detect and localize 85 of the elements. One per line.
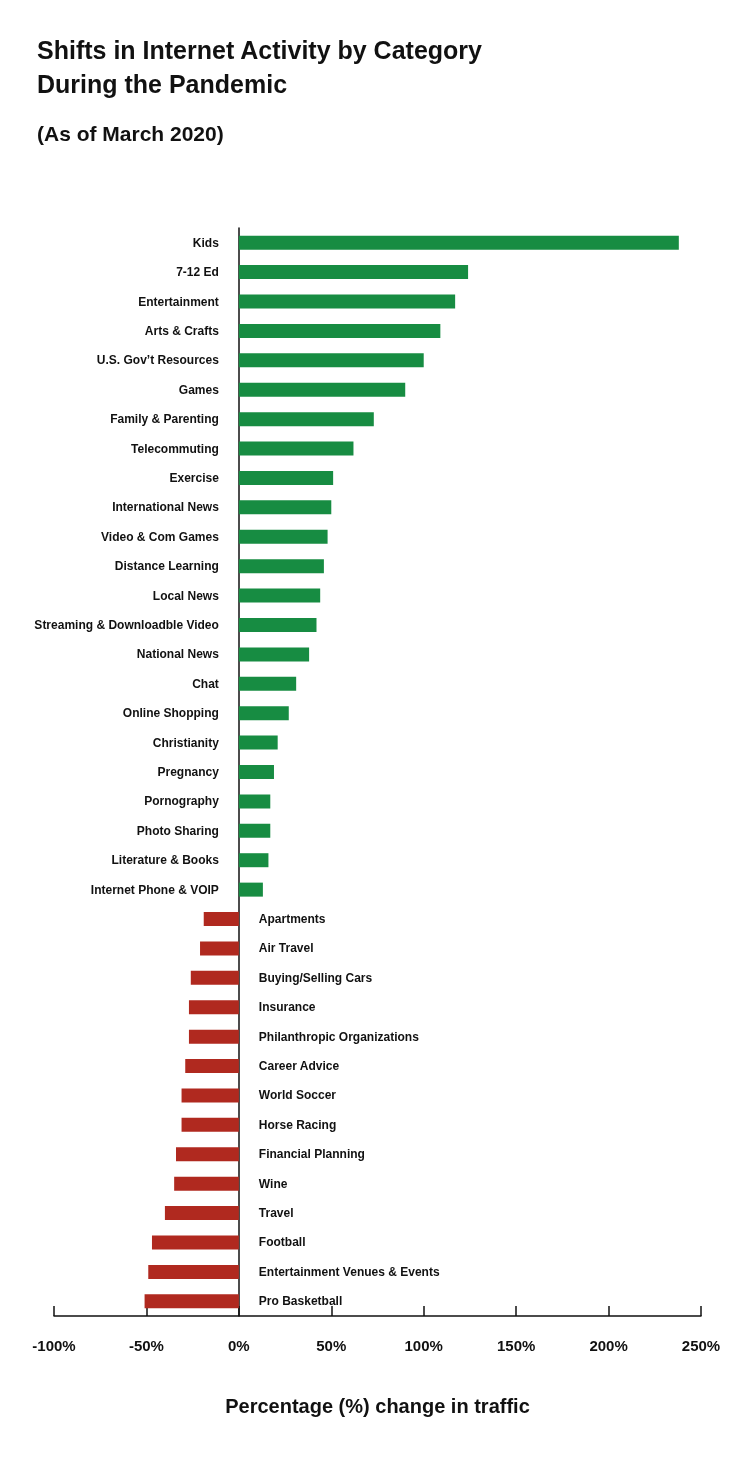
bar xyxy=(238,559,324,574)
y-tick-label: 7-12 Ed xyxy=(176,265,219,280)
y-tick-label: Telecommuting xyxy=(131,441,219,456)
y-tick-label: Distance Learning xyxy=(114,559,219,574)
x-tick-label: 0% xyxy=(228,1337,250,1354)
y-tick-label: Arts & Crafts xyxy=(144,323,220,338)
bar xyxy=(238,706,289,721)
bar xyxy=(176,1147,239,1162)
bar xyxy=(238,353,424,368)
x-tick-label: -100% xyxy=(32,1337,76,1354)
y-tick-label: Games xyxy=(178,382,220,397)
y-tick-label: World Soccer xyxy=(258,1088,337,1103)
chart-title: Shifts in Internet Activity by Category During the Pandemic xyxy=(37,36,489,98)
y-tick-label: Local News xyxy=(152,588,220,603)
bar xyxy=(238,529,328,544)
x-tick-label: 150% xyxy=(496,1337,536,1354)
y-tick-label: Pornography xyxy=(144,794,220,809)
x-tick-label: 100% xyxy=(404,1337,443,1354)
bar xyxy=(238,735,278,750)
bar xyxy=(238,500,332,515)
y-tick-label: International News xyxy=(112,500,220,515)
x-tick-label: 200% xyxy=(589,1337,628,1354)
y-tick-label: Travel xyxy=(258,1206,294,1221)
y-tick-label: Literature & Books xyxy=(111,853,220,868)
x-tick-label: 50% xyxy=(316,1337,347,1354)
bar xyxy=(148,1264,239,1279)
bar xyxy=(238,441,354,456)
bar xyxy=(188,1029,239,1044)
y-tick-label: Apartments xyxy=(258,912,326,927)
y-tick-label: Insurance xyxy=(258,1000,316,1015)
y-tick-label: Philanthropic Organizations xyxy=(258,1029,420,1044)
y-tick-label: Online Shopping xyxy=(122,706,219,721)
bar xyxy=(203,912,239,927)
bar xyxy=(238,412,374,427)
y-tick-label: Wine xyxy=(258,1176,288,1191)
x-axis-title: Percentage (%) change in traffic xyxy=(225,1395,530,1417)
bar xyxy=(181,1088,239,1103)
bar xyxy=(238,470,334,485)
bar xyxy=(238,647,310,662)
bar xyxy=(200,941,239,956)
bar xyxy=(190,970,239,985)
bar xyxy=(238,382,406,397)
bar xyxy=(164,1206,239,1221)
y-tick-label: Horse Racing xyxy=(258,1117,337,1132)
bar xyxy=(238,235,679,250)
bar xyxy=(238,617,317,632)
bar xyxy=(238,882,263,897)
bar xyxy=(238,323,441,338)
y-tick-label: Internet Phone & VOIP xyxy=(90,882,219,897)
bar xyxy=(238,265,469,280)
y-tick-label: National News xyxy=(136,647,220,662)
y-tick-label: Chat xyxy=(192,676,219,691)
bar xyxy=(238,588,321,603)
y-tick-label: Family & Parenting xyxy=(110,412,219,427)
x-tick-label: 250% xyxy=(681,1337,721,1354)
chart-subtitle: (As of March 2020) xyxy=(37,122,224,145)
x-tick-label: -50% xyxy=(128,1337,164,1354)
y-tick-label: U.S. Gov’t Resources xyxy=(96,353,220,368)
bar xyxy=(188,1000,239,1015)
y-tick-label: Pro Basketball xyxy=(258,1294,343,1309)
bar xyxy=(185,1059,239,1074)
bar xyxy=(238,765,274,779)
bar xyxy=(181,1117,239,1132)
bar xyxy=(238,294,456,309)
y-tick-label: Streaming & Downloadble Video xyxy=(34,617,219,632)
y-tick-label: Buying/Selling Cars xyxy=(258,970,373,985)
bar xyxy=(238,794,271,809)
y-tick-label: Kids xyxy=(192,235,220,250)
y-tick-label: Photo Sharing xyxy=(136,823,219,838)
y-tick-label: Pregnancy xyxy=(157,765,220,779)
bar xyxy=(174,1176,239,1191)
y-tick-label: Video & Com Games xyxy=(101,529,220,544)
y-tick-label: Career Advice xyxy=(258,1059,340,1074)
bar xyxy=(238,676,297,691)
y-tick-label: Air Travel xyxy=(258,941,314,956)
bar xyxy=(238,853,269,868)
y-tick-label: Football xyxy=(258,1235,306,1250)
y-tick-label: Entertainment Venues & Events xyxy=(258,1264,440,1279)
bar xyxy=(144,1294,239,1309)
bar xyxy=(151,1235,239,1250)
y-tick-label: Entertainment xyxy=(138,294,219,309)
y-tick-label: Christianity xyxy=(152,735,220,750)
y-tick-label: Financial Planning xyxy=(258,1147,365,1162)
bar xyxy=(238,823,271,838)
y-tick-label: Exercise xyxy=(169,470,220,485)
